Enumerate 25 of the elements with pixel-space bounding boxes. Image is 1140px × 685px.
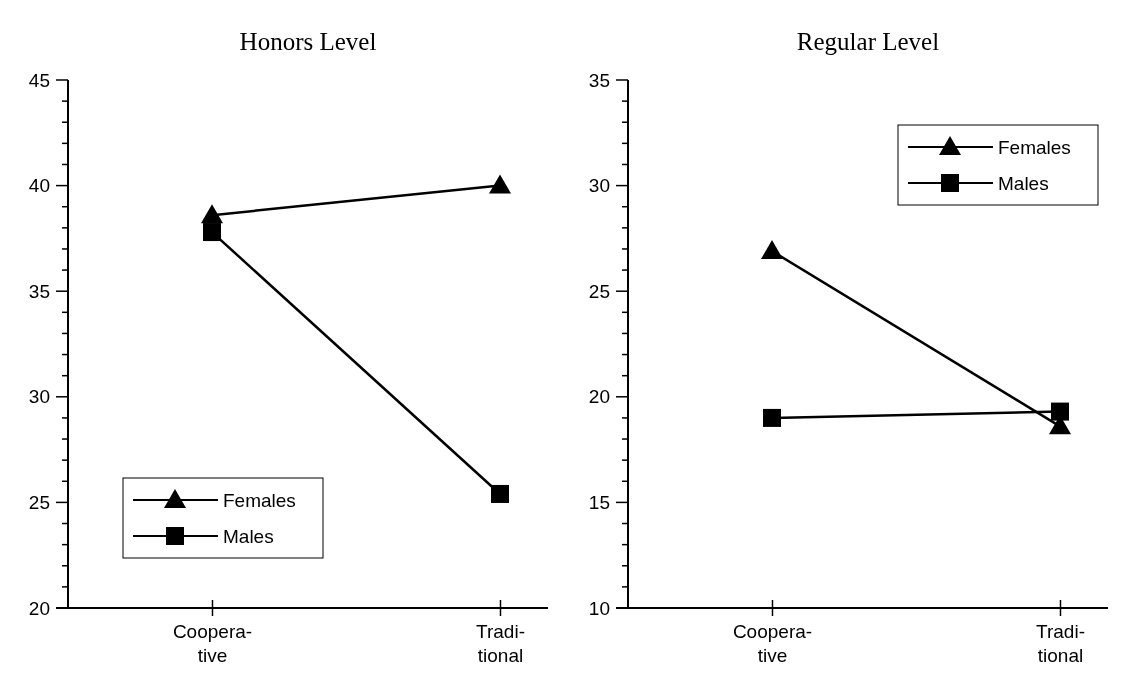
y-tick-label: 35: [588, 69, 610, 91]
y-tick-label: 35: [28, 280, 50, 302]
y-tick-label: 25: [588, 280, 610, 302]
y-tick-label: 45: [28, 69, 50, 91]
point: [763, 408, 781, 427]
y-tick-label: 40: [28, 175, 50, 197]
y-tick-label: 15: [588, 492, 610, 514]
x-tick-label: Coopera- tive: [172, 621, 253, 666]
legend-label: Males: [998, 172, 1049, 194]
legend-label: Females: [998, 136, 1071, 158]
x-tick-label: Tradi- tional: [476, 621, 525, 666]
point: [491, 484, 509, 503]
x-tick-label: Coopera- tive: [732, 621, 813, 666]
x-tick-label: Tradi- tional: [1036, 621, 1085, 666]
legend-label: Females: [223, 489, 296, 511]
y-tick-label: 30: [588, 175, 610, 197]
y-tick-label: 25: [28, 492, 50, 514]
chart-title: Regular Level: [796, 28, 940, 55]
y-tick-label: 20: [588, 386, 610, 408]
y-tick-label: 30: [28, 386, 50, 408]
legend-label: Males: [223, 525, 274, 547]
point: [203, 223, 221, 242]
y-tick-label: 10: [588, 597, 610, 619]
y-tick-label: 20: [28, 597, 50, 619]
chart-title: Honors Level: [239, 28, 377, 55]
